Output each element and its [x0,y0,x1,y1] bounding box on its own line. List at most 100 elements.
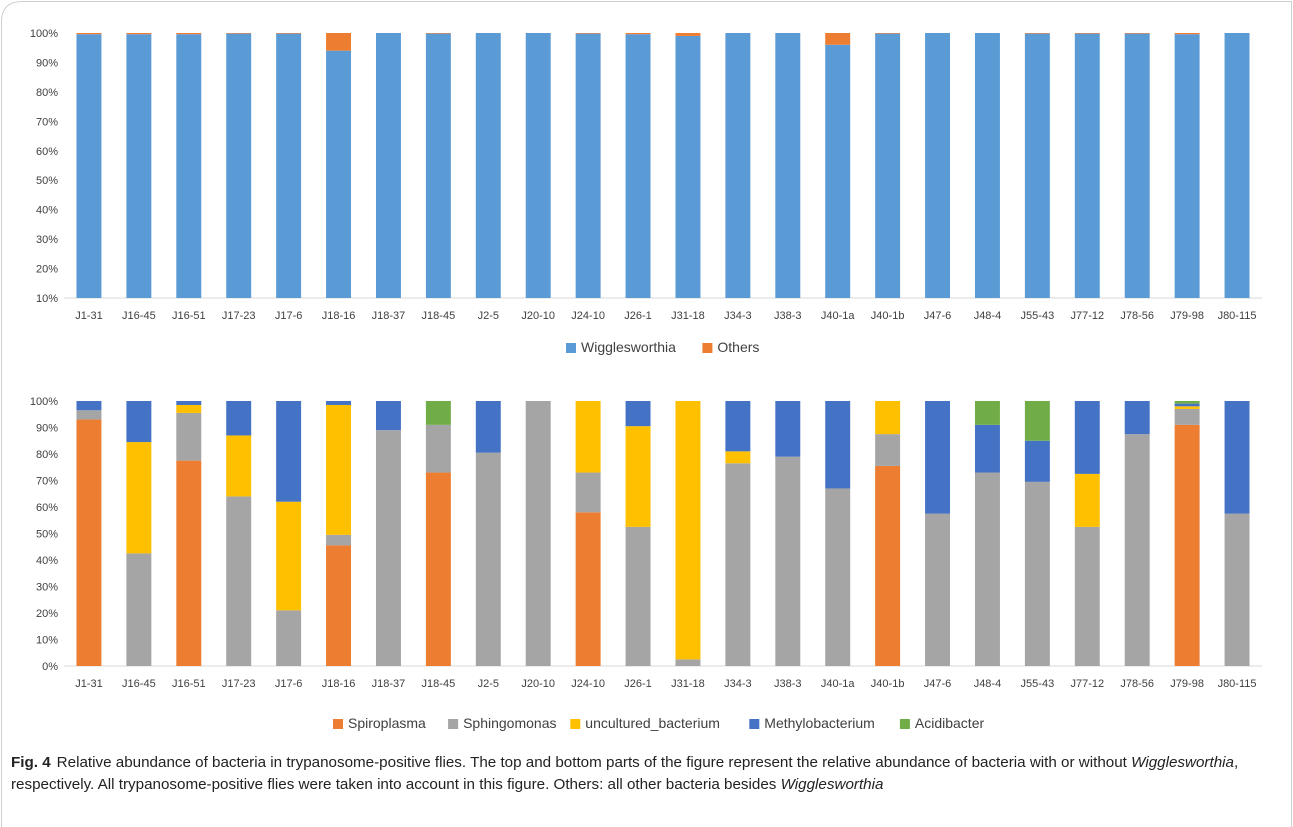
chart2-bar-j16-45-methylobacterium [126,401,152,443]
chart2-x-tick-label: J16-45 [122,678,156,690]
chart2-bar-j77-12-methylobacterium [1074,401,1100,474]
chart2-bar-j77-12-uncultured-bacterium [1074,473,1100,527]
chart2-bar-j18-37-sphingomonas [375,430,401,666]
chart1-bar-j77-12-others [1074,33,1100,34]
chart1-x-tick-label: J79-98 [1170,310,1204,322]
chart1-bar-j17-23-wigglesworthia [226,33,252,298]
chart2-bar-j79-98-spiroplasma [1174,424,1200,666]
chart1-legend-swatch-wigglesworthia [566,343,576,353]
chart1-bar-j40-1b-others [875,33,901,34]
chart2-bar-j48-4-methylobacterium [974,424,1000,473]
chart2-x-tick-label: J48-4 [974,678,1002,690]
chart2-bar-j48-4-sphingomonas [974,472,1000,666]
chart1-y-tick-label: 30% [36,234,58,246]
caption-italic-wigglesworthia-1: Wigglesworthia [1131,754,1234,771]
chart2-x-tick-label: J2-5 [478,678,499,690]
chart2-bar-j17-23-uncultured-bacterium [226,435,252,497]
chart1-bar-j79-98-others [1174,33,1200,35]
chart2-x-tick-label: J24-10 [571,678,605,690]
chart2-bar-j38-3-methylobacterium [775,401,801,457]
chart2-x-tick-label: J16-51 [172,678,206,690]
chart2-y-tick-label: 60% [36,502,58,514]
chart2-bar-j31-18-uncultured-bacterium [675,401,701,660]
chart1-x-tick-label: J24-10 [571,310,605,322]
chart2-bar-j79-98-methylobacterium [1174,403,1200,407]
chart1-x-tick-label: J20-10 [521,310,555,322]
chart1-x-tick-label: J16-45 [122,310,156,322]
chart1-x-tick-label: J34-3 [724,310,752,322]
chart1-bar-j17-23-others [226,33,252,34]
chart2-bar-j38-3-sphingomonas [775,456,801,666]
chart2-bar-j40-1a-methylobacterium [825,401,851,489]
chart1-bar-j24-10-others [575,33,601,34]
chart2-bar-j2-5-sphingomonas [475,452,501,666]
chart2-legend-label-sphingomonas: Sphingomonas [463,715,556,731]
chart1-y-tick-label: 50% [36,175,58,187]
chart2-x-tick-label: J20-10 [521,678,555,690]
chart2-bar-j40-1a-sphingomonas [825,488,851,666]
chart1-bar-j17-6-wigglesworthia [276,33,302,298]
chart2-x-tick-label: J79-98 [1170,678,1204,690]
chart2-x-tick-label: J18-37 [372,678,406,690]
chart2-legend-label-acidibacter: Acidibacter [915,715,985,731]
chart1-bar-j31-18-wigglesworthia [675,35,701,298]
chart1-x-tick-label: J2-5 [478,310,499,322]
chart1-bar-j20-10-wigglesworthia [525,33,551,298]
chart2-bar-j17-6-uncultured-bacterium [276,501,302,611]
chart2-bar-j34-3-sphingomonas [725,463,751,666]
chart2-y-tick-label: 80% [36,449,58,461]
chart1-bar-j2-5-wigglesworthia [475,33,501,298]
chart2-legend-label-methylobacterium: Methylobacterium [764,715,875,731]
chart2-bar-j17-23-methylobacterium [226,401,252,436]
chart1-y-tick-label: 90% [36,57,58,69]
chart2-bar-j26-1-methylobacterium [625,401,651,427]
chart2-bar-j2-5-methylobacterium [475,401,501,453]
chart2-legend-swatch-sphingomonas [448,719,459,729]
chart2-bar-j16-51-methylobacterium [176,401,202,405]
chart1-bar-j55-43-others [1024,33,1050,34]
chart2-legend-swatch-acidibacter [899,719,910,729]
chart2-bar-j1-31-methylobacterium [76,401,102,411]
chart1-bar-j55-43-wigglesworthia [1024,33,1050,298]
top-stacked-bar-chart: 10% 20% 30% 40% 50% 60% 70% 80% 90% 100% J1-31 J16-… [30,28,1262,355]
chart1-bar-j1-31-others [76,33,102,35]
chart2-legend-swatch-spiroplasma [333,719,343,729]
chart2-bar-j18-45-sphingomonas [425,424,451,473]
chart2-bar-j1-31-spiroplasma [76,419,102,666]
chart1-bar-j1-31-wigglesworthia [76,34,102,299]
chart2-y-tick-label: 0% [42,661,58,673]
chart1-bar-j77-12-wigglesworthia [1074,33,1100,298]
chart1-x-tick-label: J78-56 [1120,310,1154,322]
chart2-x-tick-label: J18-16 [322,678,356,690]
chart2-bar-j77-12-sphingomonas [1074,526,1100,666]
chart1-bar-j18-37-wigglesworthia [375,33,401,298]
chart1-x-tick-label: J38-3 [774,310,802,322]
chart1-x-tick-label: J31-18 [671,310,705,322]
chart2-x-tick-label: J47-6 [924,678,952,690]
chart1-bar-j18-16-others [326,33,352,51]
chart1-bar-j18-45-wigglesworthia [425,33,451,298]
chart2-y-tick-label: 10% [36,635,58,647]
chart2-bar-j24-10-spiroplasma [575,512,601,666]
chart1-y-tick-label: 100% [30,28,58,40]
chart2-bar-j34-3-uncultured-bacterium [725,451,751,464]
chart2-bar-j40-1b-uncultured-bacterium [875,401,901,435]
chart2-bar-j24-10-uncultured-bacterium [575,401,601,473]
chart2-x-tick-label: J31-18 [671,678,705,690]
chart2-y-tick-label: 50% [36,529,58,541]
chart2-x-tick-label: J34-3 [724,678,752,690]
chart1-bar-j24-10-wigglesworthia [575,33,601,298]
chart1-bar-j40-1a-others [825,33,851,45]
chart2-bar-j16-51-sphingomonas [176,412,202,461]
chart2-bar-j55-43-methylobacterium [1024,440,1050,482]
chart2-x-tick-label: J1-31 [75,678,103,690]
chart1-x-tick-label: J47-6 [924,310,952,322]
chart2-bar-j31-18-sphingomonas [675,659,701,666]
caption-text-part2: , respectively. All trypanosome-positive… [11,754,1239,793]
chart2-bar-j40-1b-spiroplasma [875,465,901,666]
chart2-x-tick-label: J80-115 [1218,678,1257,690]
chart2-bar-j24-10-sphingomonas [575,472,601,513]
chart1-bar-j16-45-others [126,33,152,35]
chart1-x-tick-label: J48-4 [974,310,1002,322]
chart1-y-tick-label: 70% [36,116,58,128]
